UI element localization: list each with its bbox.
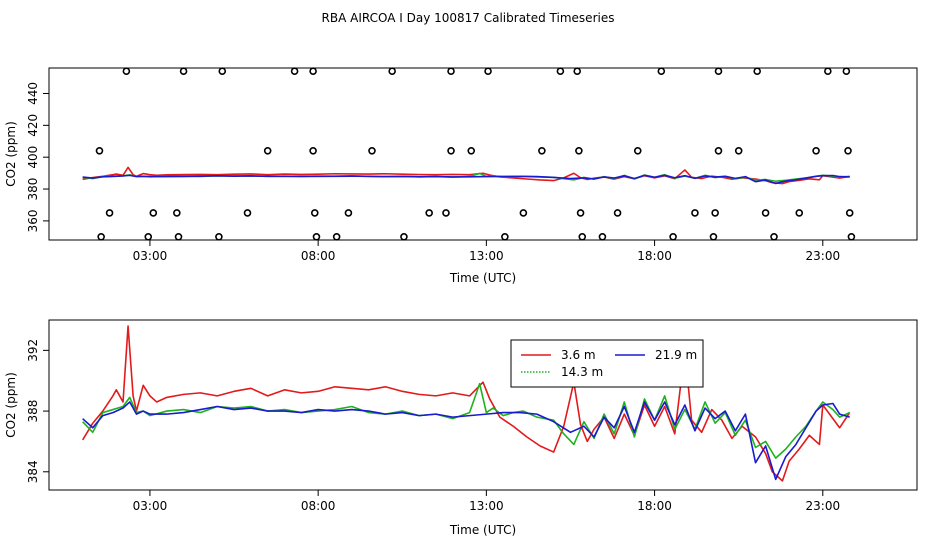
bottom-x-axis-label: Time (UTC) bbox=[449, 523, 516, 537]
top-scatter-point bbox=[556, 67, 565, 75]
top-scatter-point bbox=[179, 67, 188, 75]
top-scatter-point bbox=[842, 67, 851, 75]
top-scatter-point bbox=[753, 67, 761, 75]
bottom-panel: 03:00 08:00 13:00 18:00 23:00 384 388 392 Time … bbox=[4, 319, 918, 537]
top-scatter-point bbox=[812, 147, 820, 155]
top-scatter-point bbox=[447, 147, 455, 155]
top-scatter-point bbox=[310, 209, 319, 217]
bottom-x-tick-label: 03:00 bbox=[133, 499, 168, 513]
legend: 3.6 m 21.9 m 14.3 m bbox=[510, 339, 704, 388]
top-scatter-point bbox=[144, 233, 153, 241]
bottom-y-tick-label: 384 bbox=[26, 460, 40, 483]
top-scatter-point bbox=[576, 209, 585, 217]
top-scatter-point bbox=[388, 67, 396, 75]
top-scatter-point bbox=[844, 147, 852, 155]
bottom-x-tick-label: 18:00 bbox=[637, 499, 672, 513]
legend-label-3-6m: 3.6 m bbox=[561, 348, 596, 362]
top-scatter-point bbox=[149, 209, 158, 217]
top-plot-frame bbox=[48, 67, 918, 241]
top-scatter-point bbox=[400, 233, 408, 241]
top-scatter-point bbox=[573, 67, 582, 75]
top-scatter-point bbox=[215, 233, 223, 241]
top-scatter-point bbox=[575, 147, 583, 155]
top-scatter-point bbox=[598, 233, 607, 241]
bottom-series-21-9-m bbox=[82, 401, 850, 481]
bottom-axis-ticks: 03:00 08:00 13:00 18:00 23:00 384 388 392 bbox=[26, 339, 840, 513]
bottom-series-3-6-m bbox=[81, 325, 851, 482]
top-scatter-point bbox=[105, 209, 114, 217]
figure-title: RBA AIRCOA I Day 100817 Calibrated Times… bbox=[322, 11, 615, 25]
top-scatter-point bbox=[174, 233, 183, 241]
top-scatter-point bbox=[173, 209, 181, 217]
top-x-tick-label: 08:00 bbox=[301, 249, 336, 263]
top-scatter-point bbox=[368, 147, 376, 155]
top-scatter-point bbox=[309, 147, 317, 155]
top-scatter-point bbox=[847, 233, 856, 241]
top-scatter-point bbox=[824, 67, 832, 75]
top-scatter-point bbox=[770, 233, 778, 241]
top-scatter-point bbox=[519, 209, 528, 217]
top-scatter-point bbox=[122, 67, 131, 75]
top-scatter-point bbox=[484, 67, 492, 75]
top-scatter-point bbox=[290, 67, 299, 75]
top-x-axis-label: Time (UTC) bbox=[449, 271, 516, 285]
top-scatter-point bbox=[309, 67, 317, 75]
top-scatter-point bbox=[761, 209, 770, 217]
top-x-tick-label: 18:00 bbox=[637, 249, 672, 263]
legend-label-14-3m: 14.3 m bbox=[561, 365, 603, 379]
top-scatter-point bbox=[97, 233, 105, 241]
bottom-plot-frame bbox=[48, 319, 918, 491]
top-scatter-point bbox=[709, 233, 718, 241]
bottom-series bbox=[81, 325, 851, 482]
top-y-tick-label: 420 bbox=[26, 114, 40, 137]
top-scatter-point bbox=[425, 209, 433, 217]
top-scatter-point bbox=[691, 209, 699, 217]
top-scatter-point bbox=[714, 67, 723, 75]
top-y-tick-label: 400 bbox=[26, 146, 40, 169]
bottom-y-tick-label: 388 bbox=[26, 400, 40, 423]
top-scatter-point bbox=[218, 67, 227, 75]
top-scatter-point bbox=[243, 209, 252, 217]
top-scatter-point bbox=[657, 67, 666, 75]
top-scatter-point bbox=[95, 147, 104, 155]
top-panel: 03:00 08:00 13:00 18:00 23:00 360 380 400 420 440… bbox=[4, 67, 918, 285]
top-scatter-point bbox=[332, 233, 341, 241]
top-scatter-point bbox=[442, 209, 450, 217]
top-series-21-9-m bbox=[82, 174, 850, 185]
bottom-x-tick-label: 08:00 bbox=[301, 499, 336, 513]
top-scatter-point bbox=[714, 147, 723, 155]
top-scatter-point bbox=[734, 147, 743, 155]
top-scatter-point bbox=[845, 209, 854, 217]
top-scatter-point bbox=[578, 233, 587, 241]
top-axis-ticks: 03:00 08:00 13:00 18:00 23:00 360 380 400 420 440 bbox=[26, 82, 840, 263]
legend-box bbox=[510, 339, 704, 388]
legend-label-21-9m: 21.9 m bbox=[655, 348, 697, 362]
top-scatter-point bbox=[344, 209, 353, 217]
top-scatter-point bbox=[312, 233, 321, 241]
top-scatter-point bbox=[501, 233, 509, 241]
top-scatter-point bbox=[613, 209, 622, 217]
top-scatter-point bbox=[795, 209, 804, 217]
top-series bbox=[82, 166, 850, 185]
top-scatter-point bbox=[263, 147, 272, 155]
top-x-tick-label: 23:00 bbox=[806, 249, 841, 263]
top-y-tick-label: 380 bbox=[26, 178, 40, 201]
top-x-tick-label: 13:00 bbox=[469, 249, 504, 263]
bottom-y-tick-label: 392 bbox=[26, 339, 40, 362]
bottom-y-axis-label: CO2 (ppm) bbox=[4, 372, 18, 438]
top-y-tick-label: 360 bbox=[26, 209, 40, 232]
top-scatter-point bbox=[538, 147, 546, 155]
top-scatter-point bbox=[669, 233, 677, 241]
top-x-tick-label: 03:00 bbox=[133, 249, 168, 263]
top-scatter-point bbox=[633, 147, 642, 155]
top-scatter-point bbox=[711, 209, 719, 217]
top-y-tick-label: 440 bbox=[26, 82, 40, 105]
top-scatter-point bbox=[447, 67, 455, 75]
bottom-x-tick-label: 13:00 bbox=[469, 499, 504, 513]
top-points bbox=[95, 67, 856, 241]
top-y-axis-label: CO2 (ppm) bbox=[4, 121, 18, 187]
bottom-x-tick-label: 23:00 bbox=[806, 499, 841, 513]
top-scatter-point bbox=[467, 147, 476, 155]
